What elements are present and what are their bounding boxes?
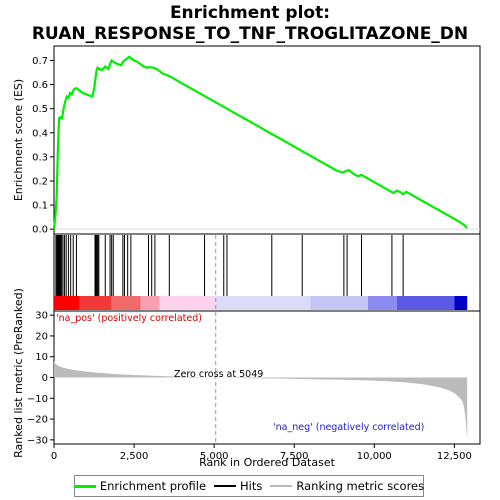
chart-title-line2: RUAN_RESPONSE_TO_TNF_TROGLITAZONE_DN bbox=[32, 24, 468, 44]
x-tick-label: 2,500 bbox=[120, 451, 149, 462]
x-tick-label: 10,000 bbox=[357, 451, 392, 462]
es-y-tick-label: 0.7 bbox=[32, 56, 48, 67]
es-y-tick-label: 0.6 bbox=[32, 80, 48, 91]
legend-swatch-enrichment bbox=[73, 484, 96, 488]
metric-y-tick-label: −20 bbox=[27, 415, 48, 426]
es-y-axis-label: Enrichment score (ES) bbox=[12, 79, 25, 201]
metric-y-tick-label: −10 bbox=[27, 394, 48, 405]
x-tick-label: 7,500 bbox=[280, 451, 309, 462]
metric-y-axis-label: Ranked list metric (PreRanked) bbox=[12, 288, 25, 458]
es-y-tick-label: 0.1 bbox=[32, 201, 48, 212]
metric-y-tick-label: 10 bbox=[35, 352, 48, 363]
x-tick-label: 12,500 bbox=[437, 451, 472, 462]
legend-label-metric: Ranking metric scores bbox=[296, 479, 425, 493]
hits-color-band bbox=[54, 296, 468, 310]
metric-y-tick-label: −30 bbox=[27, 435, 48, 446]
es-y-tick-label: 0.3 bbox=[32, 152, 48, 163]
hits-band-segment bbox=[54, 296, 80, 310]
x-ticks: 0 2,500 5,000 7,500 10,000 12,500 bbox=[51, 444, 472, 462]
hits-band-segment bbox=[367, 296, 397, 310]
hits-band-segment bbox=[79, 296, 112, 310]
legend-label-hits: Hits bbox=[240, 479, 263, 493]
hits-band-segment bbox=[140, 296, 160, 310]
es-y-tick-label: 0.0 bbox=[32, 225, 48, 236]
hits-marks bbox=[55, 235, 404, 296]
hits-band-segment bbox=[215, 296, 311, 310]
metric-y-tick-label: 20 bbox=[35, 331, 48, 342]
metric-y-tick-label: 0 bbox=[42, 373, 48, 384]
legend-item-enrichment: Enrichment profile bbox=[73, 479, 207, 493]
hits-band-segment bbox=[396, 296, 455, 310]
chart-title-line1: Enrichment plot: bbox=[170, 3, 330, 23]
hits-band-segment bbox=[454, 296, 468, 310]
hits-band-segment bbox=[111, 296, 141, 310]
es-y-tick-label: 0.2 bbox=[32, 176, 48, 187]
zero-cross-label: Zero cross at 5049 bbox=[174, 369, 263, 380]
x-axis-label: Rank in Ordered Dataset bbox=[199, 456, 336, 469]
hits-band-segment bbox=[159, 296, 216, 310]
x-tick-label: 5,000 bbox=[200, 451, 229, 462]
neg-correlated-label: 'na_neg' (negatively correlated) bbox=[273, 422, 424, 433]
metric-y-ticks: −30 −20 −10 0 10 20 30 bbox=[27, 311, 54, 446]
es-y-tick-label: 0.5 bbox=[32, 104, 48, 115]
hits-band-segment bbox=[310, 296, 368, 310]
es-y-ticks: 0.0 0.1 0.2 0.3 0.4 0.5 0.6 0.7 bbox=[32, 56, 54, 236]
x-tick-label: 0 bbox=[51, 451, 57, 462]
es-y-tick-label: 0.4 bbox=[32, 128, 48, 139]
legend-item-metric: Ranking metric scores bbox=[270, 479, 424, 493]
legend-swatch-metric bbox=[270, 485, 293, 487]
legend-item-hits: Hits bbox=[214, 479, 262, 493]
pos-correlated-label: 'na_pos' (positively correlated) bbox=[56, 313, 202, 324]
metric-y-tick-label: 30 bbox=[35, 311, 48, 322]
legend-swatch-hits bbox=[214, 485, 237, 487]
es-panel-frame bbox=[53, 45, 481, 235]
legend: Enrichment profile Hits Ranking metric s… bbox=[73, 475, 424, 497]
enrichment-profile-line bbox=[52, 55, 468, 230]
legend-label-enrichment: Enrichment profile bbox=[99, 479, 207, 493]
